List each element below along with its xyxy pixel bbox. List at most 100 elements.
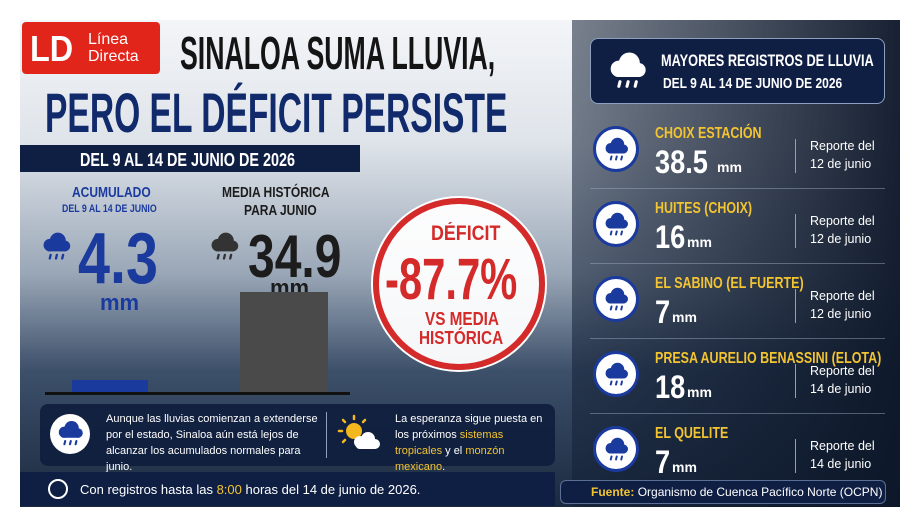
title-line: PERO EL DÉFICIT PERSISTE [45,81,508,144]
note-part: . [442,461,446,473]
station-value: 38.5 [655,144,708,180]
baseline [45,392,350,395]
source-name: Organismo de Cuenca Pacífico Norte (OCPN… [637,485,883,499]
station-value: 16 [655,219,686,255]
station-row: PRESA AURELIO BENASSINI (ELOTA) 18 mm Repor… [585,338,885,412]
row-separator [590,263,885,264]
panel-subtitle: DEL 9 AL 14 DE JUNIO DE 2026 [663,75,843,92]
deficit-stamp: DÉFICIT -87.7% VS MEDIA HISTÓRICA [373,198,545,370]
row-separator [590,338,885,339]
rain-icon [54,418,86,448]
source-text: Fuente: Organismo de Cuenca Pacífico Nor… [591,485,882,499]
unit: mm [717,159,742,175]
station-value: 18 [655,369,686,405]
sun-cloud-icon [337,414,380,449]
deficit-note: HISTÓRICA [419,328,504,348]
report-text: 14 de junio [810,382,872,396]
deficit-note: VS MEDIA [425,309,499,329]
report-text: 12 de junio [810,157,872,171]
report-text: 12 de junio [810,307,872,321]
unit: mm [672,459,697,475]
station-name: EL SABINO (EL FUERTE) [655,275,804,292]
divider [795,439,796,473]
icon-circle [593,201,639,247]
footer-text: Con registros hasta las 8:00 horas del 1… [80,482,420,497]
report-text: 14 de junio [810,457,872,471]
divider [795,214,796,248]
source: Fuente: Organismo de Cuenca Pacífico Nor… [560,480,886,504]
divider [795,289,796,323]
deficit-label: DÉFICIT [431,222,501,245]
report-text: 12 de junio [810,232,872,246]
row-separator [590,413,885,414]
station-row: EL SABINO (EL FUERTE) 7 mm Reporte del 12 de… [585,263,885,337]
report-text: Reporte del [810,439,875,453]
footer-part: horas del 14 de junio de 2026. [241,482,421,497]
deficit-value: -87.7% [385,247,518,312]
historical-value: 34.9 [248,223,342,290]
station-name: EL QUELITE [655,425,729,442]
source-label: Fuente: [591,485,635,499]
note-text: Aunque las lluvias comienzan a extenders… [106,411,321,475]
rain-icon [601,135,631,163]
historical-label: PARA JUNIO [244,202,317,219]
icon-circle [593,426,639,472]
rain-icon [206,230,242,262]
icon-circle [593,351,639,397]
logo-mark: LD [30,28,74,69]
footer-highlight: 8:00 [216,482,242,497]
unit: mm [687,384,712,400]
bar [72,379,148,392]
rain-icon [601,285,631,313]
date-range: DEL 9 AL 14 DE JUNIO DE 2026 [80,150,296,170]
note-part: Aunque las lluvias comienzan a extenders… [106,413,318,473]
station-row: CHOIX ESTACIÓN 38.5 mm Reporte del 12 de jun… [585,115,885,187]
panel-title: MAYORES REGISTROS DE LLUVIA [661,51,874,70]
rain-icon [601,360,631,388]
notes-band: Aunque las lluvias comienzan a extenders… [40,404,555,473]
station-row: EL QUELITE 7 mm Reporte del 14 de junio [585,413,885,487]
report-text: Reporte del [810,139,875,153]
rain-icon [601,210,631,238]
footer-part: Con registros hasta las [80,482,217,497]
accumulated-period: DEL 9 AL 14 DE JUNIO [62,203,157,215]
rain-icon [601,435,631,463]
logo-text: Línea Directa [88,31,139,65]
clock-icon [48,479,68,499]
logo-line: Directa [88,48,139,65]
station-name: PRESA AURELIO BENASSINI (ELOTA) [655,350,882,367]
note-part: La esperanza sigue puesta en los próximo… [395,413,543,441]
panel-header: MAYORES REGISTROS DE LLUVIA DEL 9 AL 14 … [590,38,885,104]
icon-circle [593,276,639,322]
unit: mm [100,290,140,315]
rain-icon [603,49,651,91]
report-text: Reporte del [810,289,875,303]
divider [795,364,796,398]
icon-circle [593,126,639,172]
unit: mm [672,309,697,325]
note-text: La esperanza sigue puesta en los próximo… [395,411,553,475]
bar [240,292,328,392]
station-row: HUITES (CHOIX) 16 mm Reporte del 12 de junio [585,188,885,262]
divider [795,139,796,173]
note-highlight: sistemas tropicales [395,429,504,457]
note-highlight: monzón mexicano [395,445,505,473]
divider [326,412,327,458]
logo-line: Línea [88,31,129,48]
station-value: 7 [655,294,671,330]
row-separator [590,188,885,189]
date-band: DEL 9 AL 14 DE JUNIO DE 2026 [20,145,360,172]
unit: mm [687,234,712,250]
historical-label: MEDIA HISTÓRICA [222,184,330,201]
station-name: CHOIX ESTACIÓN [655,125,762,142]
report-text: Reporte del [810,364,875,378]
accumulated-label: ACUMULADO [72,184,151,201]
title-line: SINALOA SUMA LLUVIA, [180,27,496,79]
report-text: Reporte del [810,214,875,228]
footer-band: Con registros hasta las 8:00 horas del 1… [20,472,555,506]
logo: LD Línea Directa [22,22,160,74]
accumulated-value: 4.3 [78,219,159,299]
rain-icon [38,230,74,262]
station-value: 7 [655,444,671,480]
